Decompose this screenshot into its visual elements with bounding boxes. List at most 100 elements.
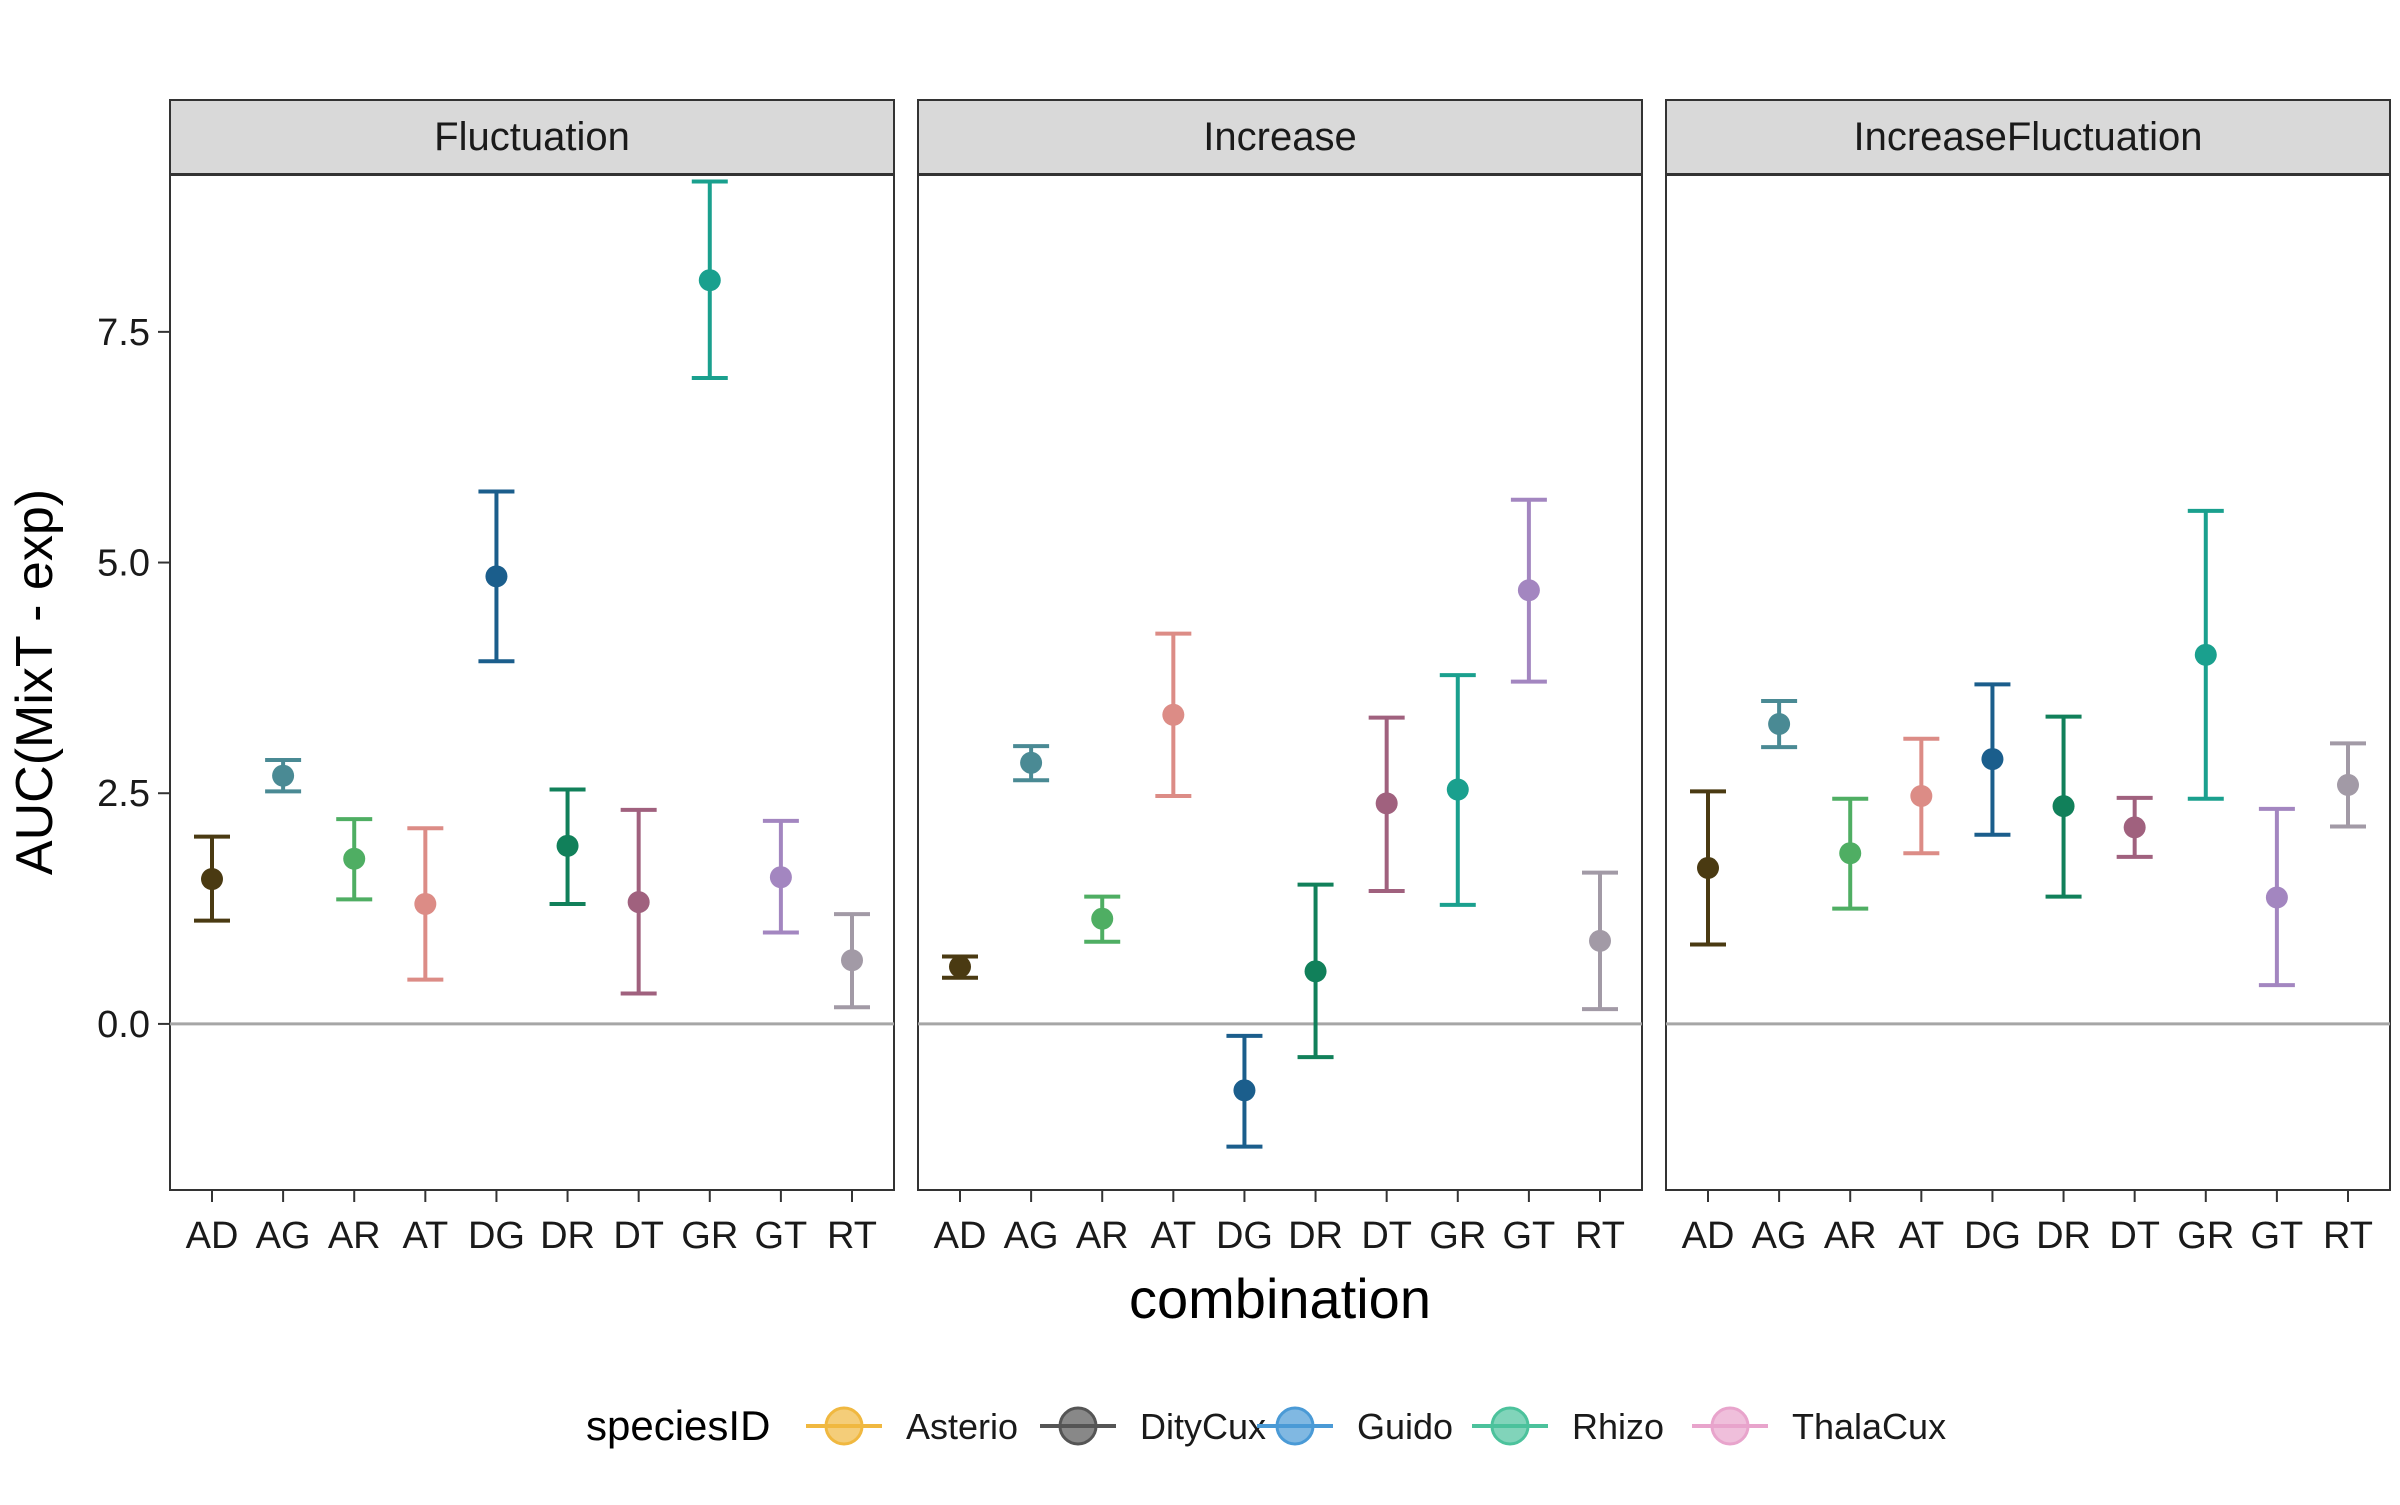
x-tick-label: GT: [754, 1215, 807, 1257]
y-tick-label: 0.0: [97, 1004, 150, 1046]
point-marker: [1981, 748, 2004, 771]
data-point-dr: [2045, 714, 2082, 899]
x-tick-label: GT: [2250, 1215, 2303, 1257]
point-marker: [1910, 784, 1933, 807]
data-point-dt: [620, 807, 657, 996]
point-marker: [1091, 907, 1114, 930]
legend-item-label: ThalaCux: [1792, 1406, 1946, 1447]
x-tick-label: DG: [1964, 1215, 2021, 1257]
facet-strip-label: Fluctuation: [434, 115, 630, 159]
x-tick-label: RT: [1575, 1215, 1625, 1257]
x-tick-label: AD: [186, 1215, 239, 1257]
x-tick-label: AT: [402, 1215, 448, 1257]
legend-key-point: [1275, 1406, 1315, 1446]
data-point-at: [1155, 631, 1192, 798]
legend-item-thalacux: ThalaCux: [1692, 1406, 1946, 1447]
x-tick-label: GR: [2177, 1215, 2234, 1257]
x-tick-label: RT: [827, 1215, 877, 1257]
x-tick-label: AR: [328, 1215, 381, 1257]
point-marker: [1375, 792, 1398, 815]
x-tick-label: GT: [1502, 1215, 1555, 1257]
point-marker: [1768, 713, 1791, 736]
facet-panel-increase: Increase AD AG AR AT DG DR DT GR GT RT: [917, 99, 1643, 1257]
point-marker: [1517, 579, 1540, 602]
x-tick-label: DT: [613, 1215, 664, 1257]
legend-title: speciesID: [586, 1402, 770, 1449]
data-point-dr: [1297, 882, 1334, 1060]
point-marker: [1446, 778, 1469, 801]
y-tick-label: 5.0: [97, 543, 150, 585]
x-tick-label: GR: [1429, 1215, 1486, 1257]
point-marker: [1839, 842, 1862, 865]
y-axis-title: AUC(MixT - exp): [6, 489, 64, 875]
legend-item-label: Rhizo: [1572, 1406, 1664, 1447]
legend-item-asterio: Asterio: [806, 1406, 1018, 1447]
data-point-ar: [1832, 796, 1869, 911]
data-point-dt: [1368, 715, 1405, 894]
point-marker: [2265, 886, 2288, 909]
data-point-ad: [942, 954, 978, 980]
point-marker: [2123, 816, 2146, 839]
x-tick-label: AD: [1682, 1215, 1735, 1257]
point-marker: [414, 892, 437, 915]
point-marker: [2052, 795, 2075, 818]
x-tick-label: DR: [540, 1215, 595, 1257]
data-point-dg: [478, 489, 515, 664]
legend-item-ditycux: DityCux: [1040, 1406, 1266, 1447]
point-marker: [841, 949, 863, 972]
data-point-ag: [265, 758, 302, 794]
point-marker: [1233, 1079, 1256, 1102]
data-point-rt: [1582, 870, 1618, 1012]
data-point-ad: [194, 834, 230, 923]
x-tick-label: DG: [468, 1215, 525, 1257]
legend-item-guido: Guido: [1257, 1406, 1453, 1447]
legend-item-label: Asterio: [906, 1406, 1018, 1447]
point-marker: [698, 269, 721, 292]
legend-key-point: [1058, 1406, 1098, 1446]
data-point-gt: [762, 818, 799, 935]
data-point-ar: [336, 817, 373, 902]
x-tick-label: DR: [2036, 1215, 2091, 1257]
point-marker: [556, 834, 579, 857]
data-point-ar: [1084, 894, 1121, 944]
point-marker: [343, 847, 366, 870]
point-marker: [1020, 751, 1043, 774]
x-tick-label: DT: [1361, 1215, 1412, 1257]
point-marker: [2337, 773, 2359, 796]
legend-key-point: [824, 1406, 864, 1446]
panels-layer: Fluctuation AD AG AR AT DG DR DT GR GT RT Increase A…: [169, 99, 2391, 1257]
data-point-dg: [1226, 1033, 1263, 1149]
data-point-gt: [1510, 497, 1547, 684]
point-marker: [2194, 643, 2217, 666]
legend-item-rhizo: Rhizo: [1472, 1406, 1664, 1447]
facet-panel-fluctuation: Fluctuation AD AG AR AT DG DR DT GR GT RT: [169, 99, 895, 1257]
data-point-ag: [1013, 744, 1050, 783]
facet-strip: [917, 99, 1643, 175]
point-marker: [485, 565, 508, 588]
data-point-rt: [834, 912, 870, 1010]
legend-key-point: [1710, 1406, 1750, 1446]
data-point-rt: [2330, 741, 2366, 829]
facet-panel-increasefluctuation: IncreaseFluctuation AD AG AR AT DG DR DT GR GT RT: [1665, 99, 2391, 1257]
x-tick-label: AT: [1150, 1215, 1196, 1257]
y-axis: 0.0 2.5 5.0 7.5: [97, 312, 170, 1046]
y-tick-label: 2.5: [97, 773, 150, 815]
point-marker: [272, 764, 295, 787]
x-tick-label: AG: [256, 1215, 311, 1257]
y-tick-label: 7.5: [97, 312, 150, 354]
data-point-at: [1903, 736, 1940, 856]
facet-plot-area: [169, 174, 895, 1191]
x-axis-title: combination: [1129, 1267, 1431, 1330]
x-tick-label: DG: [1216, 1215, 1273, 1257]
point-marker: [949, 955, 971, 978]
facet-strip-label: Increase: [1203, 115, 1356, 159]
point-marker: [201, 868, 223, 891]
facet-strip-label: IncreaseFluctuation: [1853, 115, 2202, 159]
data-point-ad: [1690, 789, 1726, 947]
x-tick-label: AD: [934, 1215, 987, 1257]
x-tick-label: GR: [681, 1215, 738, 1257]
data-point-gr: [2187, 508, 2224, 801]
data-point-gr: [1439, 673, 1476, 907]
